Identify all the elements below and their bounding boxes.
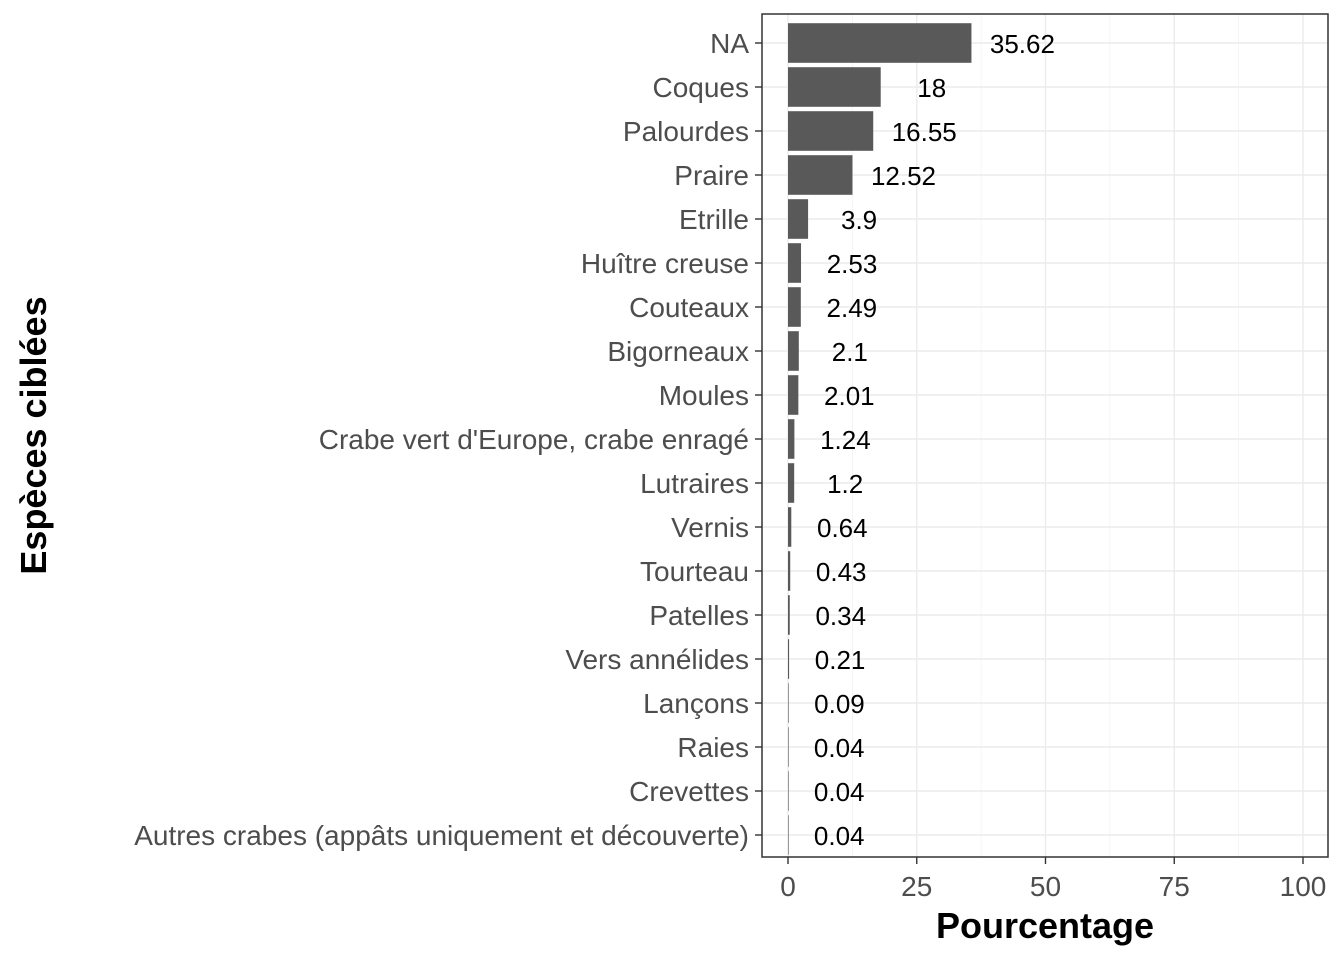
bar [788,199,809,239]
data-label: 0.43 [816,557,867,587]
data-label: 0.64 [817,513,868,543]
bar [788,67,881,107]
category-label: Crabe vert d'Europe, crabe enragé [319,424,749,455]
bar [788,111,874,151]
data-label: 1.2 [827,469,863,499]
bar [788,683,789,723]
category-label: Huître creuse [581,248,749,279]
category-label: Etrille [679,204,749,235]
category-label: Tourteau [640,556,749,587]
data-label: 18 [917,73,946,103]
category-label: Lutraires [640,468,749,499]
data-label: 2.49 [827,293,878,323]
grid [762,14,1328,857]
bar [788,287,801,327]
data-label: 0.21 [815,645,866,675]
bar [788,551,791,591]
category-label: Raies [677,732,749,763]
labels: NA 35.62 Coques 18 Palourdes 16.55 Praire 12.52… [134,28,1326,902]
x-tick-label: 75 [1159,871,1190,902]
bar [788,419,795,459]
category-label: Lançons [643,688,749,719]
x-tick-label: 50 [1030,871,1061,902]
data-label: 0.04 [814,821,865,851]
data-label: 2.1 [832,337,868,367]
category-label: Autres crabes (appâts uniquement et déco… [134,820,749,851]
x-tick-label: 0 [780,871,796,902]
bar [788,771,789,811]
bar [788,331,799,371]
bar [788,155,853,195]
bar [788,815,789,855]
data-label: 2.01 [824,381,875,411]
axes [755,42,1304,864]
bar [788,23,972,63]
category-label: Vernis [671,512,749,543]
data-label: 3.9 [841,205,877,235]
category-label: Coques [652,72,749,103]
x-axis-title: Pourcentage [936,905,1154,946]
data-label: 0.04 [814,733,865,763]
data-label: 1.24 [820,425,871,455]
bars [788,23,972,855]
y-axis-title: Espèces ciblées [13,296,54,574]
data-label: 16.55 [892,117,957,147]
data-label: 0.09 [814,689,865,719]
data-label: 2.53 [827,249,878,279]
category-label: Crevettes [629,776,749,807]
data-label: 0.04 [814,777,865,807]
bar [788,507,792,547]
category-label: Patelles [649,600,749,631]
category-label: Bigorneaux [607,336,749,367]
data-label: 0.34 [815,601,866,631]
bar [788,243,802,283]
category-label: Praire [674,160,749,191]
data-label: 35.62 [990,29,1055,59]
category-label: NA [710,28,749,59]
x-tick-label: 100 [1280,871,1327,902]
category-label: Palourdes [623,116,749,147]
bar [788,375,799,415]
bar [788,463,795,503]
bar [788,727,789,767]
data-label: 12.52 [871,161,936,191]
category-label: Couteaux [629,292,749,323]
bar [788,639,790,679]
bar [788,595,790,635]
x-tick-label: 25 [901,871,932,902]
category-label: Vers annélides [565,644,749,675]
category-label: Moules [659,380,749,411]
